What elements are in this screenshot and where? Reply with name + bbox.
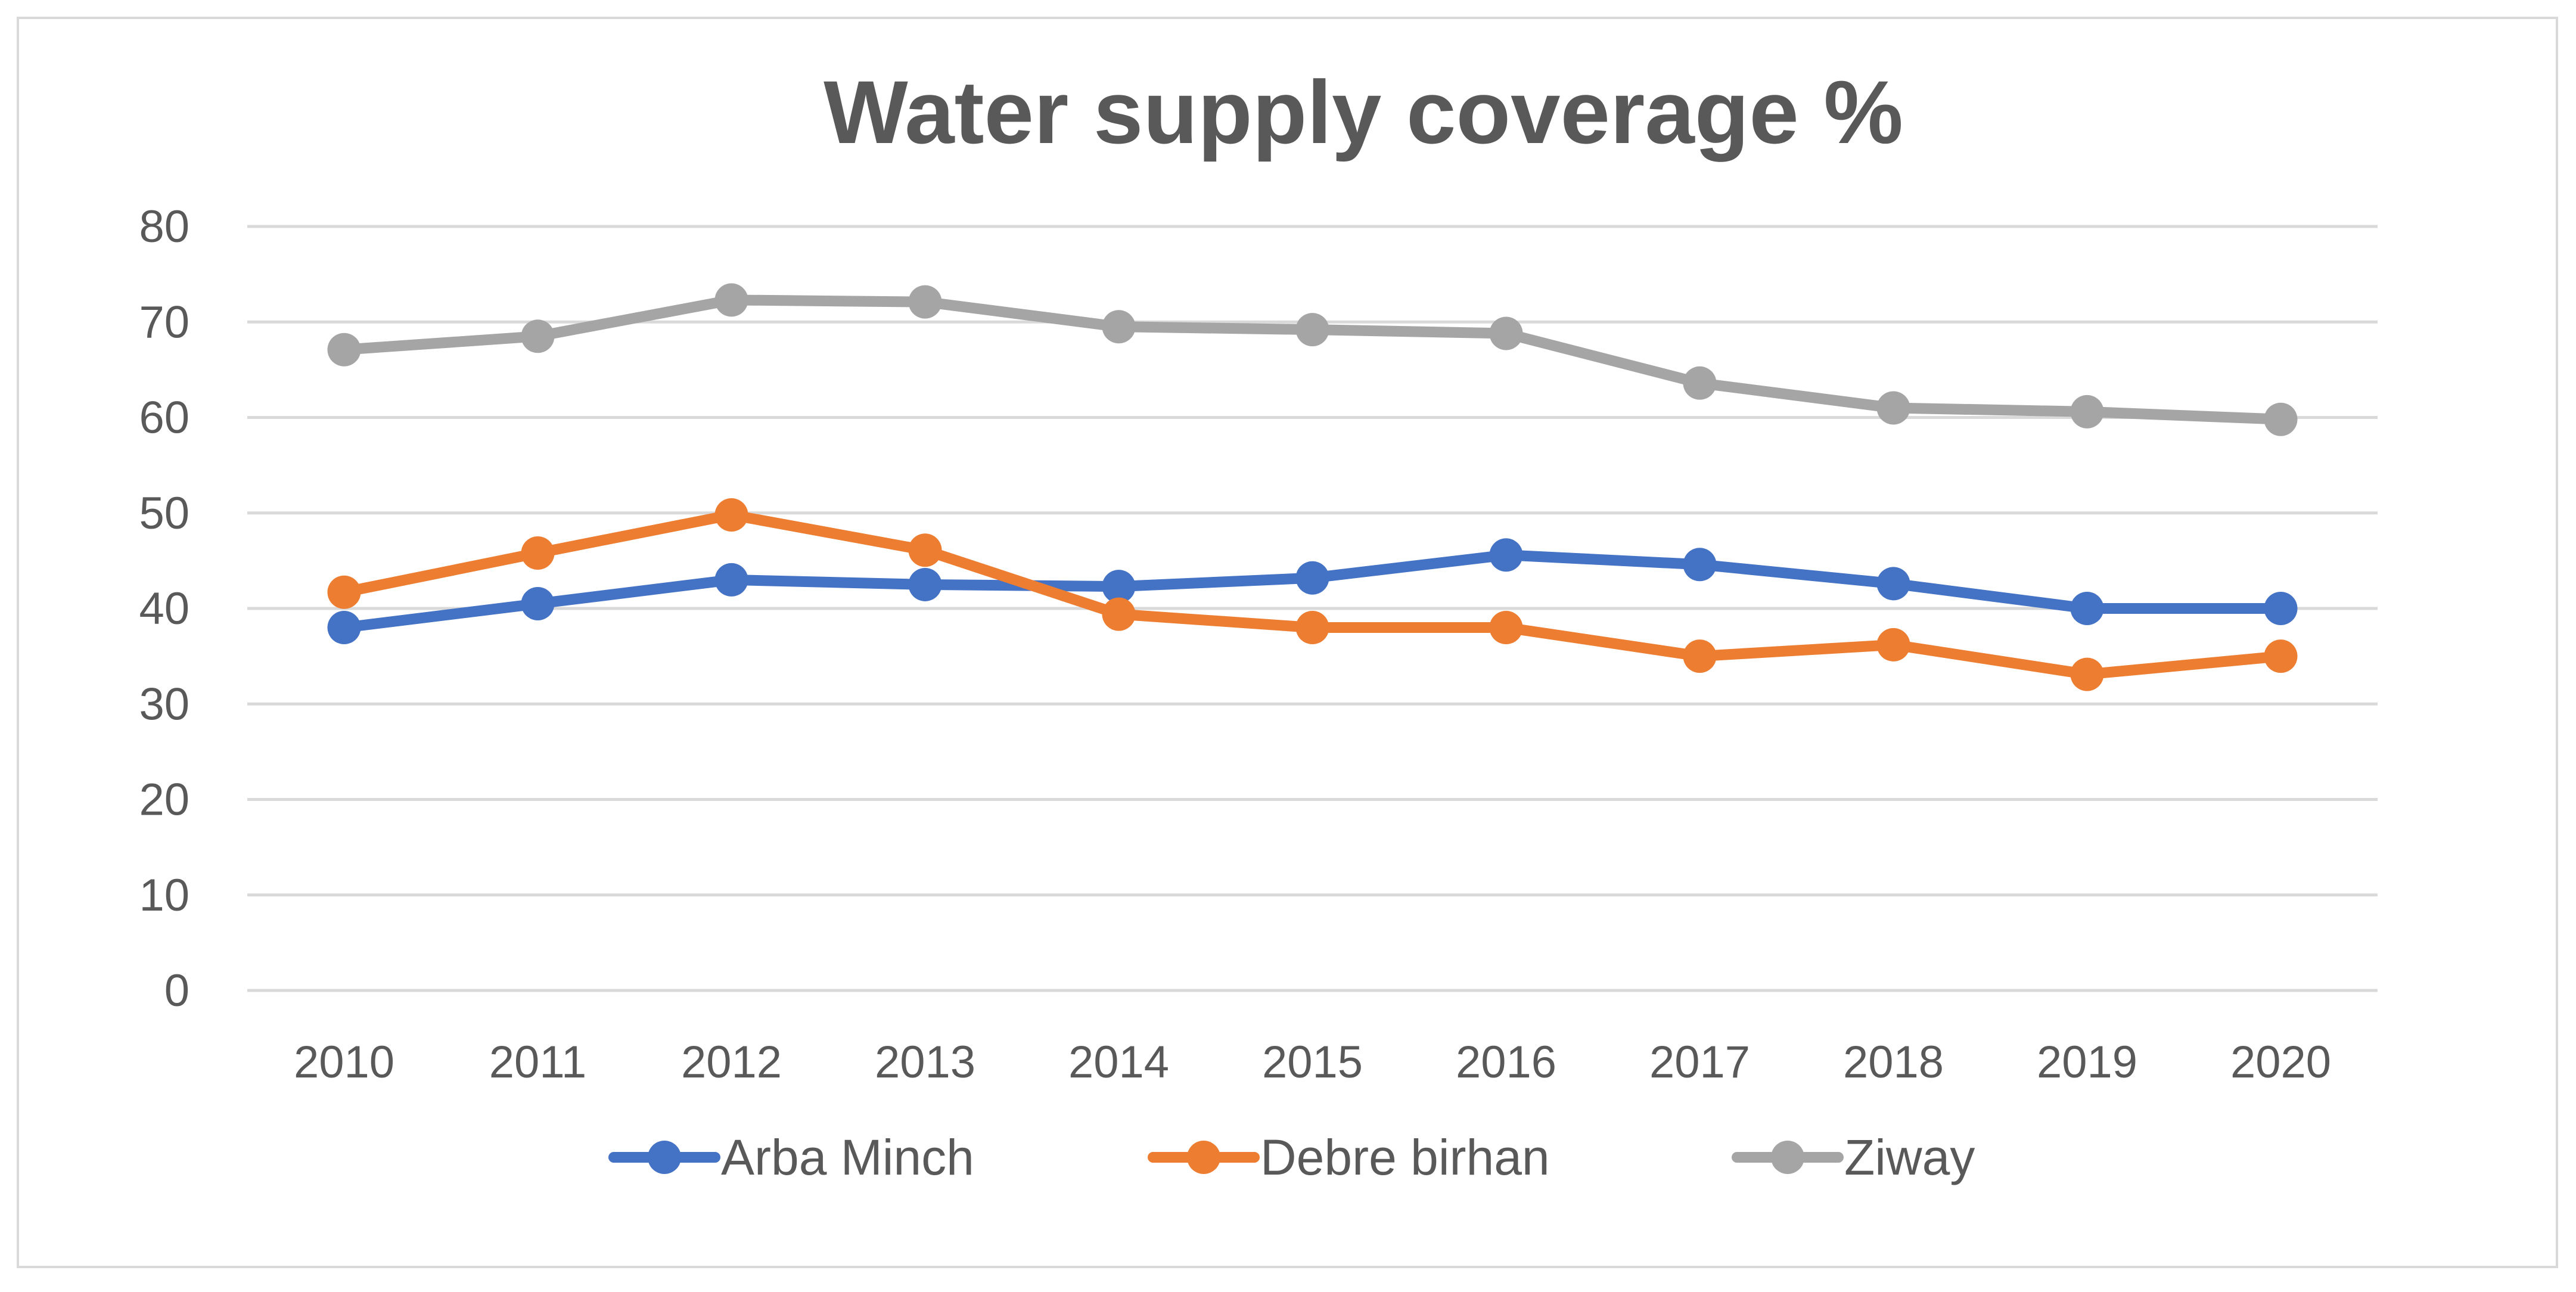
data-point	[1295, 313, 1329, 347]
data-point	[2070, 592, 2104, 625]
x-tick-label: 2016	[1456, 1037, 1556, 1088]
data-point	[1295, 611, 1329, 645]
y-tick-label: 70	[139, 297, 189, 347]
data-point	[1683, 548, 1717, 582]
data-point	[1102, 570, 1136, 604]
data-point	[1102, 597, 1136, 631]
data-point	[1489, 316, 1523, 350]
data-point	[2264, 639, 2298, 673]
data-point	[2070, 395, 2104, 428]
x-tick-label: 2013	[875, 1037, 975, 1088]
x-tick-label: 2015	[1262, 1037, 1363, 1088]
legend-label: Debre birhan	[1260, 1129, 1550, 1185]
legend-swatch-marker	[648, 1141, 681, 1174]
data-point	[327, 575, 361, 609]
y-tick-label: 20	[139, 775, 189, 825]
data-point	[908, 533, 942, 567]
data-point	[908, 285, 942, 319]
data-point	[521, 319, 555, 353]
series-arba-minch	[327, 538, 2298, 645]
x-tick-label: 2018	[1843, 1037, 1944, 1088]
legend-swatch-marker	[1187, 1141, 1220, 1174]
data-point	[521, 586, 555, 620]
data-point	[2070, 657, 2104, 691]
data-point	[1683, 366, 1717, 400]
data-point	[714, 283, 748, 317]
series-ziway	[327, 283, 2298, 436]
data-point	[327, 333, 361, 367]
x-tick-label: 2014	[1068, 1037, 1169, 1088]
legend-item: Debre birhan	[1148, 1129, 1550, 1185]
x-tick-label: 2010	[294, 1037, 394, 1088]
data-point	[1489, 538, 1523, 572]
x-tick-label: 2017	[1649, 1037, 1750, 1088]
data-point	[1489, 611, 1523, 645]
y-tick-label: 30	[139, 679, 189, 729]
y-tick-label: 50	[139, 488, 189, 539]
data-point	[1102, 310, 1136, 344]
y-tick-label: 0	[164, 965, 189, 1016]
data-point	[714, 498, 748, 532]
data-point	[1876, 567, 1910, 601]
data-point	[1876, 391, 1910, 425]
y-axis-ticks: 0 10 20 30 40 50 60 70 80	[139, 201, 189, 1016]
data-point	[908, 567, 942, 601]
y-tick-label: 80	[139, 201, 189, 252]
legend-item: Ziway	[1732, 1129, 1975, 1185]
y-tick-label: 40	[139, 583, 189, 634]
chart-title: Water supply coverage %	[824, 62, 1903, 162]
x-tick-label: 2012	[681, 1037, 782, 1088]
data-point	[327, 611, 361, 645]
x-axis-ticks: 2010 2011 2012 2013 2014 2015 2016 2017 2018 2019…	[294, 1037, 2331, 1088]
legend-item: Arba Minch	[608, 1129, 974, 1185]
grid-layer	[247, 225, 2378, 992]
series-layer	[327, 283, 2298, 691]
legend: Arba Minch Debre birhan Ziway	[608, 1129, 1975, 1185]
y-tick-label: 60	[139, 393, 189, 443]
x-tick-label: 2019	[2037, 1037, 2137, 1088]
series-debre-birhan	[327, 498, 2298, 691]
data-point	[1295, 561, 1329, 595]
y-tick-label: 10	[139, 870, 189, 921]
data-point	[2264, 402, 2298, 436]
legend-label: Arba Minch	[721, 1129, 974, 1185]
data-point	[1876, 628, 1910, 661]
legend-swatch-marker	[1771, 1141, 1804, 1174]
data-point	[714, 563, 748, 597]
data-point	[521, 536, 555, 570]
data-point	[2264, 592, 2298, 625]
x-tick-label: 2020	[2230, 1037, 2331, 1088]
data-point	[1683, 639, 1717, 673]
legend-label: Ziway	[1844, 1129, 1975, 1185]
x-tick-label: 2011	[489, 1037, 586, 1088]
